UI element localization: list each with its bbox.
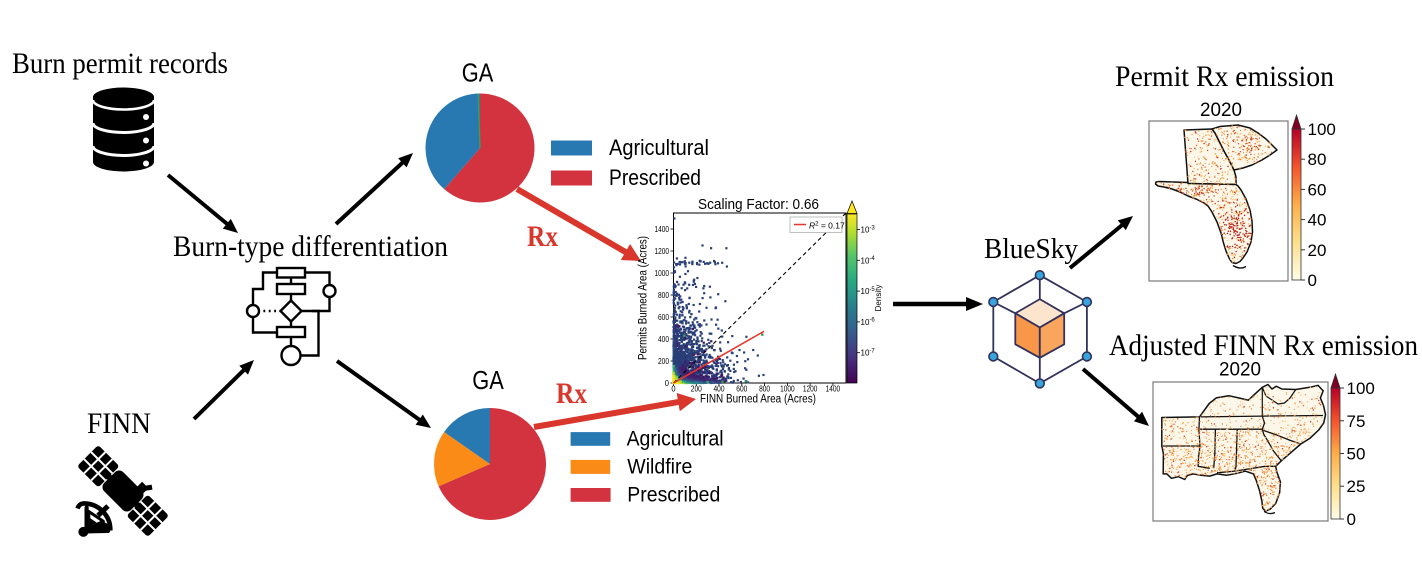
svg-text:GA: GA — [462, 58, 494, 88]
svg-text:10-7: 10-7 — [861, 349, 876, 358]
svg-text:10-4: 10-4 — [861, 256, 876, 265]
svg-text:Wildfire: Wildfire — [627, 456, 692, 479]
svg-text:Burn-type differentiation: Burn-type differentiation — [173, 230, 448, 263]
svg-text:200: 200 — [691, 385, 702, 394]
svg-text:Adjusted FINN Rx emission: Adjusted FINN Rx emission — [1109, 329, 1418, 362]
svg-text:600: 600 — [658, 313, 669, 322]
svg-text:BlueSky: BlueSky — [984, 234, 1078, 265]
svg-text:Prescribed: Prescribed — [609, 165, 701, 190]
svg-text:1400: 1400 — [826, 385, 841, 394]
svg-text:40: 40 — [1308, 211, 1327, 230]
svg-text:100: 100 — [1308, 120, 1336, 139]
svg-text:1000: 1000 — [780, 385, 795, 394]
svg-text:Agricultural: Agricultural — [609, 135, 709, 160]
svg-text:200: 200 — [658, 357, 669, 366]
svg-text:10-6: 10-6 — [861, 318, 876, 327]
svg-text:Rx: Rx — [527, 220, 558, 253]
svg-text:Permits Burned Area (Acres): Permits Burned Area (Acres) — [638, 236, 650, 360]
svg-text:800: 800 — [658, 291, 669, 300]
svg-text:1400: 1400 — [655, 225, 670, 234]
svg-text:Burn permit records: Burn permit records — [12, 47, 228, 80]
svg-text:2020: 2020 — [1200, 100, 1242, 121]
svg-text:20: 20 — [1308, 241, 1327, 260]
svg-text:1000: 1000 — [655, 269, 670, 278]
svg-text:Scaling Factor: 0.66: Scaling Factor: 0.66 — [698, 197, 819, 213]
svg-text:1200: 1200 — [803, 385, 818, 394]
svg-text:Density: Density — [874, 285, 883, 312]
svg-text:Rx: Rx — [556, 377, 587, 410]
svg-text:Prescribed: Prescribed — [627, 484, 720, 507]
svg-text:400: 400 — [714, 385, 725, 394]
svg-text:80: 80 — [1308, 150, 1327, 169]
svg-text:600: 600 — [736, 385, 747, 394]
svg-text:GA: GA — [472, 365, 504, 395]
svg-text:400: 400 — [658, 335, 669, 344]
svg-text:R2 = 0.17: R2 = 0.17 — [809, 221, 845, 231]
svg-text:800: 800 — [759, 385, 770, 394]
svg-text:1200: 1200 — [655, 247, 670, 256]
svg-text:0: 0 — [671, 385, 676, 394]
svg-text:10-5: 10-5 — [861, 287, 876, 296]
svg-text:0: 0 — [665, 379, 670, 388]
svg-text:FINN: FINN — [87, 407, 151, 440]
svg-text:FINN Burned Area (Acres): FINN Burned Area (Acres) — [700, 394, 816, 406]
svg-text:0: 0 — [1308, 271, 1317, 290]
svg-text:60: 60 — [1308, 180, 1327, 199]
svg-text:Agricultural: Agricultural — [627, 428, 724, 451]
svg-text:10-3: 10-3 — [861, 225, 876, 234]
svg-text:Permit Rx emission: Permit Rx emission — [1115, 60, 1334, 93]
